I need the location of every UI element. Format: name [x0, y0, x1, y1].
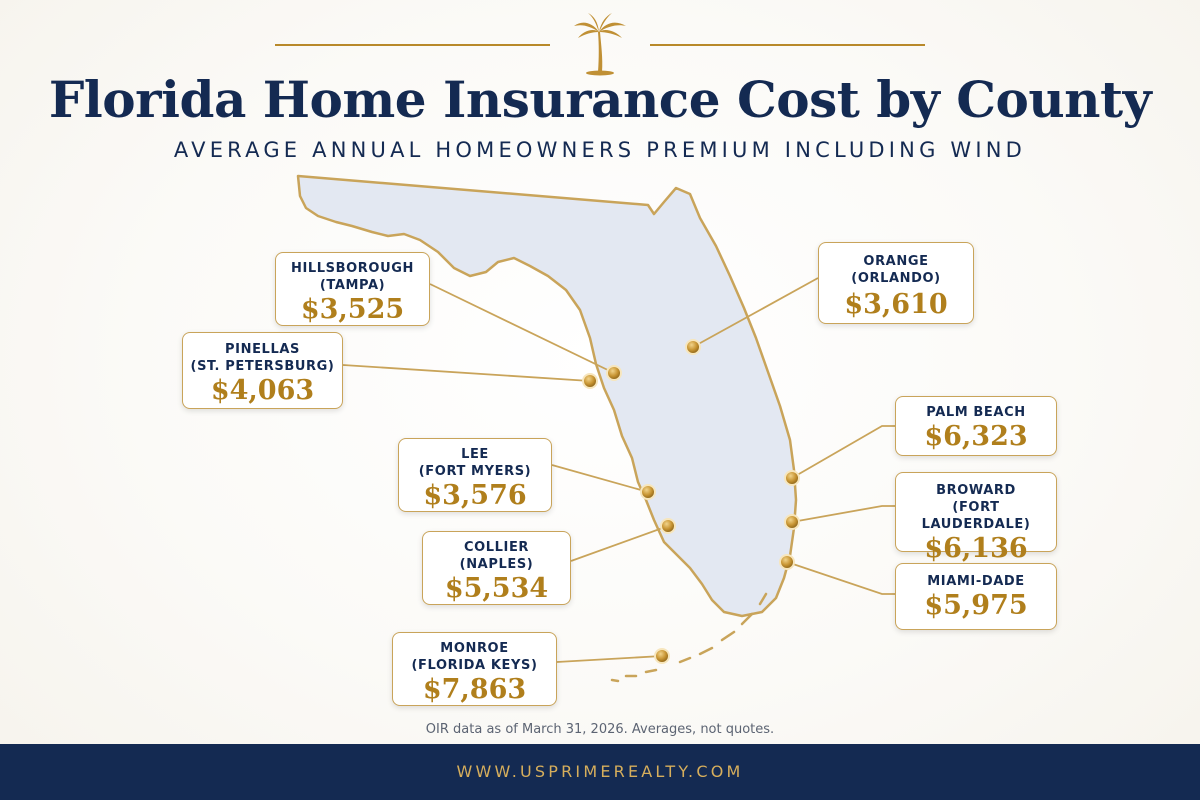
- county-name: COLLIER: [463, 540, 530, 555]
- pin-broward: [784, 514, 800, 530]
- county-premium: $4,063: [210, 375, 315, 406]
- county-city: (FORT LAUDERDALE): [921, 500, 1031, 532]
- callout-broward: BROWARD (FORT LAUDERDALE) $6,136: [895, 472, 1057, 564]
- header-rule-right: [650, 44, 925, 46]
- county-name: PALM BEACH: [926, 405, 1026, 420]
- callout-hillsborough: HILLSBOROUGH (TAMPA) $3,525: [275, 252, 430, 326]
- florida-keys: [610, 592, 768, 683]
- county-name: BROWARD: [936, 483, 1016, 498]
- leader-lee: [551, 464, 649, 493]
- county-premium: $5,534: [444, 573, 549, 604]
- county-city: (NAPLES): [459, 557, 534, 572]
- county-name: LEE: [461, 447, 489, 462]
- callout-miami-dade: MIAMI-DADE $5,975: [895, 563, 1057, 630]
- county-premium: $3,610: [844, 289, 948, 320]
- header-rule-left: [275, 44, 550, 46]
- leader-miami-dade: [786, 561, 895, 595]
- pin-monroe: [654, 648, 670, 664]
- pin-hillsborough: [606, 365, 622, 381]
- leader-hillsborough: [429, 283, 615, 374]
- county-name: HILLSBOROUGH: [291, 261, 414, 276]
- page-subtitle: AVERAGE ANNUAL HOMEOWNERS PREMIUM INCLUD…: [173, 138, 1027, 162]
- callout-palm-beach: PALM BEACH $6,323: [895, 396, 1057, 456]
- callout-collier: COLLIER (NAPLES) $5,534: [422, 531, 571, 605]
- leader-pinellas: [342, 364, 591, 382]
- county-premium: $3,525: [300, 294, 405, 325]
- county-name: PINELLAS: [225, 342, 300, 357]
- leader-palm-beach: [791, 425, 895, 479]
- leader-monroe: [556, 655, 663, 663]
- footer-url[interactable]: WWW.USPRIMEREALTY.COM: [456, 762, 744, 781]
- callout-monroe: MONROE (FLORIDA KEYS) $7,863: [392, 632, 557, 706]
- county-city: (ST. PETERSBURG): [190, 359, 335, 374]
- pin-orange: [685, 339, 701, 355]
- pin-collier: [660, 518, 676, 534]
- county-name: ORANGE: [863, 254, 929, 269]
- county-city: (TAMPA): [319, 278, 386, 293]
- county-premium: $6,136: [924, 533, 1028, 564]
- county-premium: $3,576: [423, 480, 527, 511]
- pin-miami-dade: [779, 554, 795, 570]
- county-name: MIAMI-DADE: [927, 574, 1025, 589]
- leader-collier: [570, 525, 669, 562]
- palm-tree-icon: [574, 13, 626, 76]
- pin-palm-beach: [784, 470, 800, 486]
- county-city: (FLORIDA KEYS): [411, 658, 538, 673]
- page-title: Florida Home Insurance Cost by County: [48, 70, 1152, 129]
- county-premium: $6,323: [924, 421, 1028, 452]
- county-city: (FORT MYERS): [418, 464, 532, 479]
- data-source-note: OIR data as of March 31, 2026. Averages,…: [425, 722, 775, 737]
- pin-pinellas: [582, 373, 598, 389]
- footer-bar: WWW.USPRIMEREALTY.COM: [0, 744, 1200, 800]
- county-premium: $7,863: [422, 674, 527, 705]
- county-premium: $5,975: [924, 590, 1028, 621]
- pin-lee: [640, 484, 656, 500]
- leader-broward: [791, 505, 895, 523]
- florida-outline: [296, 174, 798, 618]
- county-city: (ORLANDO): [851, 271, 941, 286]
- callout-pinellas: PINELLAS (ST. PETERSBURG) $4,063: [182, 332, 343, 409]
- county-name: MONROE: [440, 641, 509, 656]
- leader-orange: [692, 277, 819, 348]
- callout-orange: ORANGE (ORLANDO) $3,610: [818, 242, 974, 324]
- callout-lee: LEE (FORT MYERS) $3,576: [398, 438, 552, 512]
